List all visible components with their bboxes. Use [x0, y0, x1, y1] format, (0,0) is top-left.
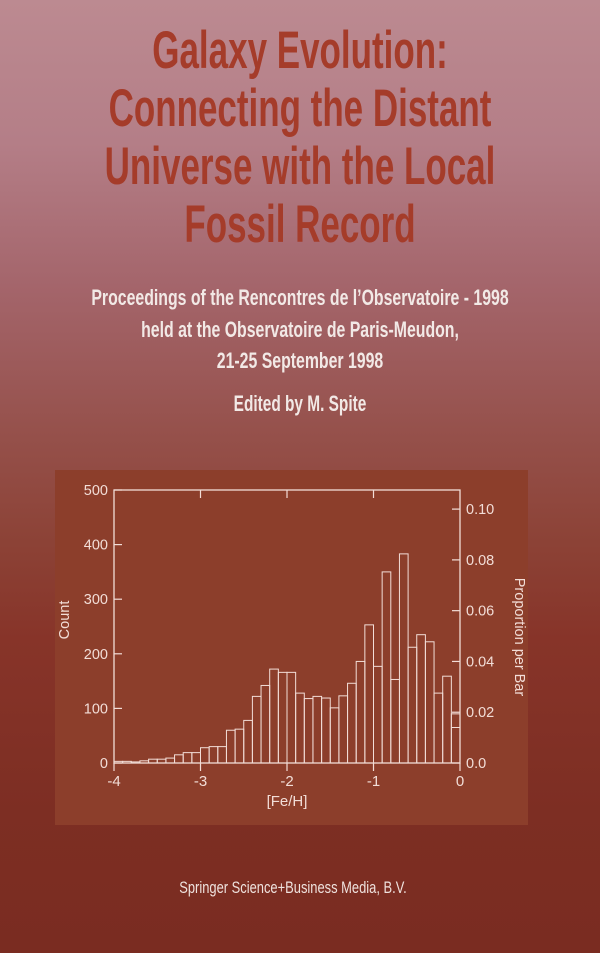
title-line-4: Fossil Record	[184, 195, 416, 254]
publisher-line: Springer Science+Business Media, B.V.	[0, 876, 586, 900]
editor-line: Edited by M. Spite	[0, 390, 600, 418]
svg-text:0.0: 0.0	[466, 756, 486, 772]
editor-text: Edited by M. Spite	[233, 391, 367, 416]
svg-text:0.02: 0.02	[466, 705, 494, 721]
chart-panel: 0 100 200 300 400 500 0.0 0.02 0.04 0.06 0.08 0.10 -…	[55, 470, 528, 825]
svg-text:-3: -3	[194, 773, 207, 790]
axis-ticks	[113, 489, 461, 771]
svg-text:200: 200	[84, 647, 108, 663]
svg-text:-1: -1	[367, 773, 380, 790]
title-line-1: Galaxy Evolution:	[152, 21, 448, 80]
publisher-text: Springer Science+Business Media, B.V.	[179, 878, 407, 897]
svg-text:300: 300	[84, 592, 108, 608]
axis-titles: [Fe/H] Count Proportion per Bar	[57, 578, 527, 810]
subtitle-line-1: Proceedings of the Rencontres de l’Obser…	[91, 285, 509, 310]
book-subtitle: Proceedings of the Rencontres de l’Obser…	[0, 282, 600, 377]
metallicity-histogram: 0 100 200 300 400 500 0.0 0.02 0.04 0.06 0.08 0.10 -…	[57, 483, 527, 810]
svg-text:500: 500	[84, 483, 108, 499]
svg-text:0: 0	[456, 773, 464, 790]
histogram-bars	[113, 553, 461, 764]
svg-text:0.06: 0.06	[466, 604, 494, 620]
svg-text:0: 0	[100, 756, 108, 772]
svg-text:0.04: 0.04	[466, 654, 494, 670]
subtitle-line-2: held at the Observatoire de Paris-Meudon…	[141, 316, 459, 342]
svg-text:0.10: 0.10	[466, 502, 494, 518]
svg-text:100: 100	[84, 701, 108, 717]
left-axis-title: Count	[57, 601, 73, 640]
subtitle-line-3: 21-25 September 1998	[216, 348, 384, 373]
title-line-2: Connecting the Distant	[108, 79, 492, 138]
svg-text:-2: -2	[280, 773, 293, 790]
svg-text:-4: -4	[107, 773, 120, 790]
x-axis-title: [Fe/H]	[267, 793, 308, 810]
svg-text:400: 400	[84, 538, 108, 554]
axis-tick-labels: 0 100 200 300 400 500 0.0 0.02 0.04 0.06 0.08 0.10 -…	[84, 483, 494, 790]
book-title: Galaxy Evolution: Connecting the Distant…	[0, 22, 600, 254]
title-line-3: Universe with the Local	[104, 137, 496, 196]
right-axis-title: Proportion per Bar	[511, 578, 527, 697]
svg-text:0.08: 0.08	[466, 553, 494, 569]
